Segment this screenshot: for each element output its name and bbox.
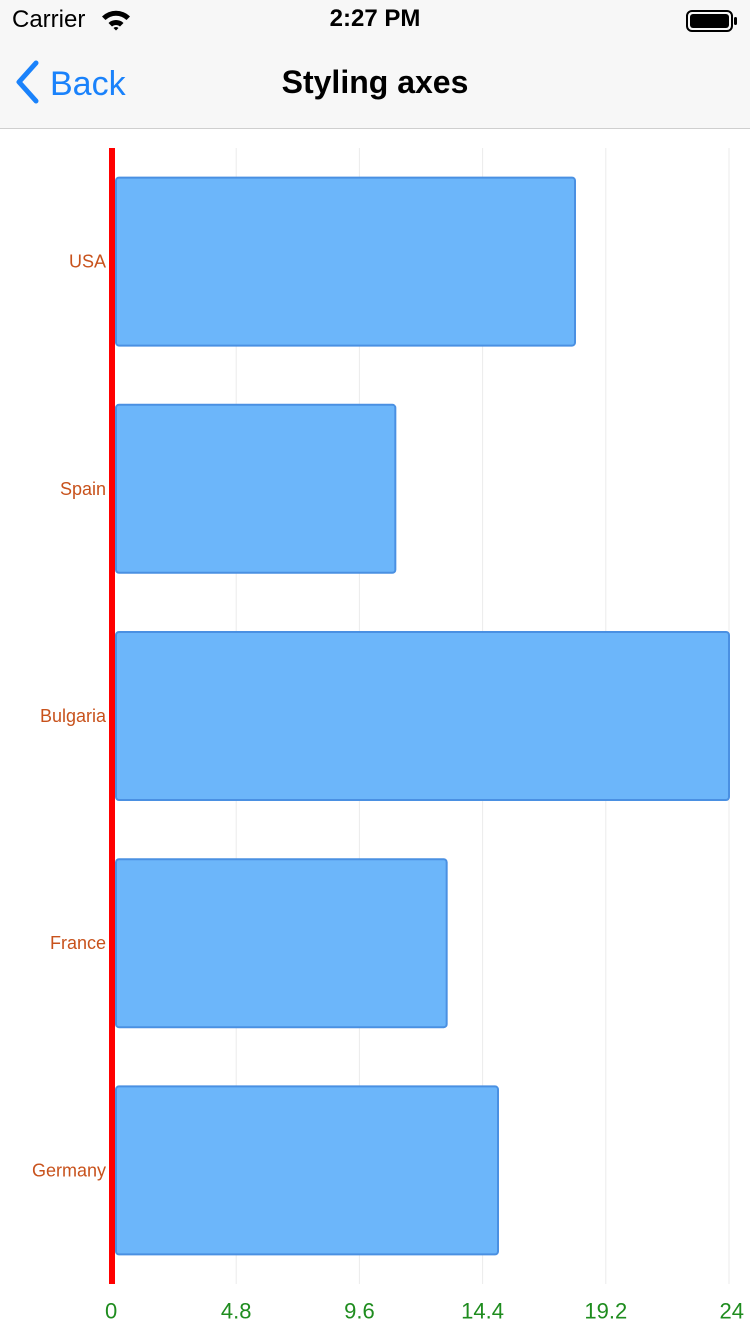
bar bbox=[115, 631, 730, 801]
chart-svg: USA Spain Bulgaria France Germany 0 4.8 9.6 14.4… bbox=[32, 148, 744, 1324]
carrier-label: Carrier bbox=[12, 6, 86, 33]
navigation-bar: Back Styling axes bbox=[0, 40, 750, 129]
category-label: Germany bbox=[32, 1160, 106, 1180]
bar bbox=[115, 176, 576, 347]
status-bar: Carrier 2:27 PM bbox=[0, 0, 750, 40]
category-label: Spain bbox=[60, 479, 106, 499]
back-label: Back bbox=[50, 64, 126, 103]
bar bbox=[115, 1085, 499, 1256]
tick-label: 4.8 bbox=[221, 1299, 252, 1324]
tick-label: 0 bbox=[105, 1299, 117, 1324]
category-label: Bulgaria bbox=[40, 706, 107, 726]
tick-label: 24 bbox=[720, 1299, 744, 1324]
bar bbox=[115, 403, 397, 574]
tick-label: 19.2 bbox=[584, 1299, 627, 1324]
bar bbox=[115, 858, 448, 1029]
page-title: Styling axes bbox=[281, 64, 469, 100]
wifi-icon bbox=[101, 9, 131, 36]
chevron-left-icon bbox=[14, 60, 42, 109]
category-label: USA bbox=[69, 252, 106, 272]
tick-label: 14.4 bbox=[461, 1299, 504, 1324]
tick-label: 9.6 bbox=[344, 1299, 375, 1324]
category-label: France bbox=[50, 933, 106, 953]
back-button[interactable]: Back bbox=[14, 60, 126, 108]
battery-icon bbox=[686, 10, 738, 37]
status-time: 2:27 PM bbox=[329, 5, 421, 32]
bar-chart: USA Spain Bulgaria France Germany 0 4.8 9.6 14.4… bbox=[0, 129, 750, 1334]
